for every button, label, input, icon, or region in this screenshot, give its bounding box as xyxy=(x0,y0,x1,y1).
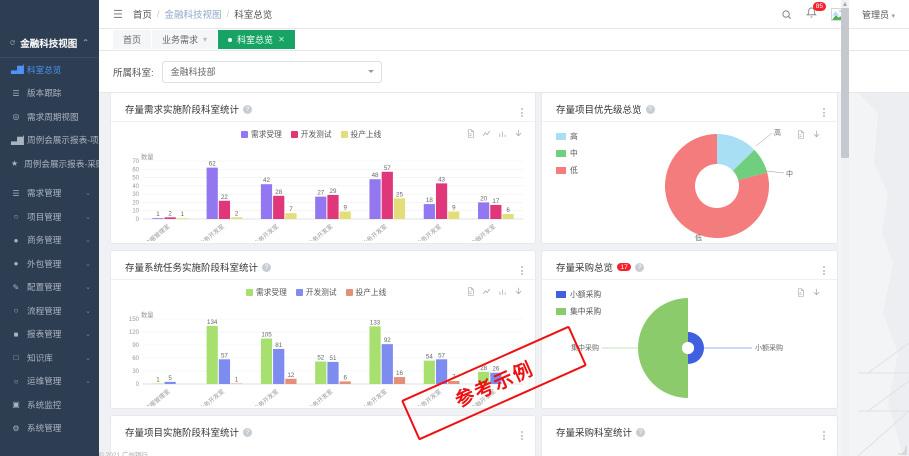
svg-text:小额采购: 小额采购 xyxy=(755,343,783,352)
svg-text:高: 高 xyxy=(774,128,781,137)
svg-text:30: 30 xyxy=(132,192,139,198)
svg-text:2: 2 xyxy=(235,210,239,217)
svg-text:6: 6 xyxy=(506,207,510,214)
svg-text:27: 27 xyxy=(317,190,324,197)
svg-text:20: 20 xyxy=(480,195,487,202)
svg-text:6: 6 xyxy=(343,374,347,381)
svg-text:2: 2 xyxy=(168,210,172,217)
svg-text:中: 中 xyxy=(786,169,793,178)
svg-text:81: 81 xyxy=(275,342,282,349)
svg-text:9: 9 xyxy=(452,205,456,212)
svg-text:渠道业务开发室: 渠道业务开发室 xyxy=(243,387,280,406)
svg-text:22: 22 xyxy=(221,194,228,201)
svg-text:渠道业务开发室: 渠道业务开发室 xyxy=(243,222,280,241)
svg-text:134: 134 xyxy=(207,319,218,326)
svg-text:1: 1 xyxy=(156,211,160,218)
svg-text:120: 120 xyxy=(129,330,140,336)
svg-text:0: 0 xyxy=(136,217,140,223)
svg-text:70: 70 xyxy=(132,159,139,165)
svg-text:1: 1 xyxy=(156,377,160,384)
svg-text:29: 29 xyxy=(330,188,337,195)
svg-text:核心业务开发室: 核心业务开发室 xyxy=(188,222,225,241)
svg-text:1: 1 xyxy=(235,377,239,384)
svg-text:数据管理室: 数据管理室 xyxy=(143,222,171,241)
svg-text:数据业务开发室: 数据业务开发室 xyxy=(351,387,388,406)
svg-text:40: 40 xyxy=(132,184,139,190)
svg-text:50: 50 xyxy=(132,176,139,182)
svg-text:7: 7 xyxy=(289,206,293,213)
svg-text:9: 9 xyxy=(343,205,347,212)
svg-text:核心业务开发室: 核心业务开发室 xyxy=(188,387,225,406)
svg-text:数据业务开发室: 数据业务开发室 xyxy=(351,222,388,241)
svg-text:42: 42 xyxy=(263,177,270,184)
svg-text:中间业务开发室: 中间业务开发室 xyxy=(297,222,334,241)
svg-text:150: 150 xyxy=(129,317,140,323)
svg-text:5: 5 xyxy=(168,375,172,382)
svg-text:0: 0 xyxy=(136,382,140,388)
svg-text:20: 20 xyxy=(132,200,139,206)
svg-text:60: 60 xyxy=(132,356,139,362)
svg-text:17: 17 xyxy=(492,198,499,205)
svg-text:133: 133 xyxy=(370,319,381,326)
svg-text:低: 低 xyxy=(695,233,702,242)
svg-text:消费金融开发室: 消费金融开发室 xyxy=(460,222,497,241)
svg-text:51: 51 xyxy=(330,355,337,362)
svg-text:57: 57 xyxy=(384,165,391,172)
svg-text:92: 92 xyxy=(384,337,391,344)
svg-text:43: 43 xyxy=(438,176,445,183)
svg-text:12: 12 xyxy=(287,372,294,379)
svg-text:数量: 数量 xyxy=(141,152,154,161)
svg-text:数据管理室: 数据管理室 xyxy=(143,387,171,406)
svg-text:30: 30 xyxy=(132,369,139,375)
svg-text:28: 28 xyxy=(275,189,282,196)
svg-text:25: 25 xyxy=(396,191,403,198)
svg-text:57: 57 xyxy=(438,352,445,359)
svg-text:54: 54 xyxy=(426,354,433,361)
svg-text:60: 60 xyxy=(132,167,139,173)
svg-text:18: 18 xyxy=(426,197,433,204)
svg-text:1: 1 xyxy=(181,211,185,218)
svg-text:52: 52 xyxy=(317,354,324,361)
svg-text:57: 57 xyxy=(221,352,228,359)
svg-text:48: 48 xyxy=(372,172,379,179)
svg-text:90: 90 xyxy=(132,343,139,349)
svg-text:62: 62 xyxy=(209,161,216,168)
svg-text:10: 10 xyxy=(132,209,139,215)
svg-text:16: 16 xyxy=(396,370,403,377)
svg-text:105: 105 xyxy=(261,332,272,339)
svg-text:中间业务开发室: 中间业务开发室 xyxy=(297,387,334,406)
svg-text:创新业务开发室: 创新业务开发室 xyxy=(406,222,443,241)
svg-text:数量: 数量 xyxy=(141,310,154,319)
